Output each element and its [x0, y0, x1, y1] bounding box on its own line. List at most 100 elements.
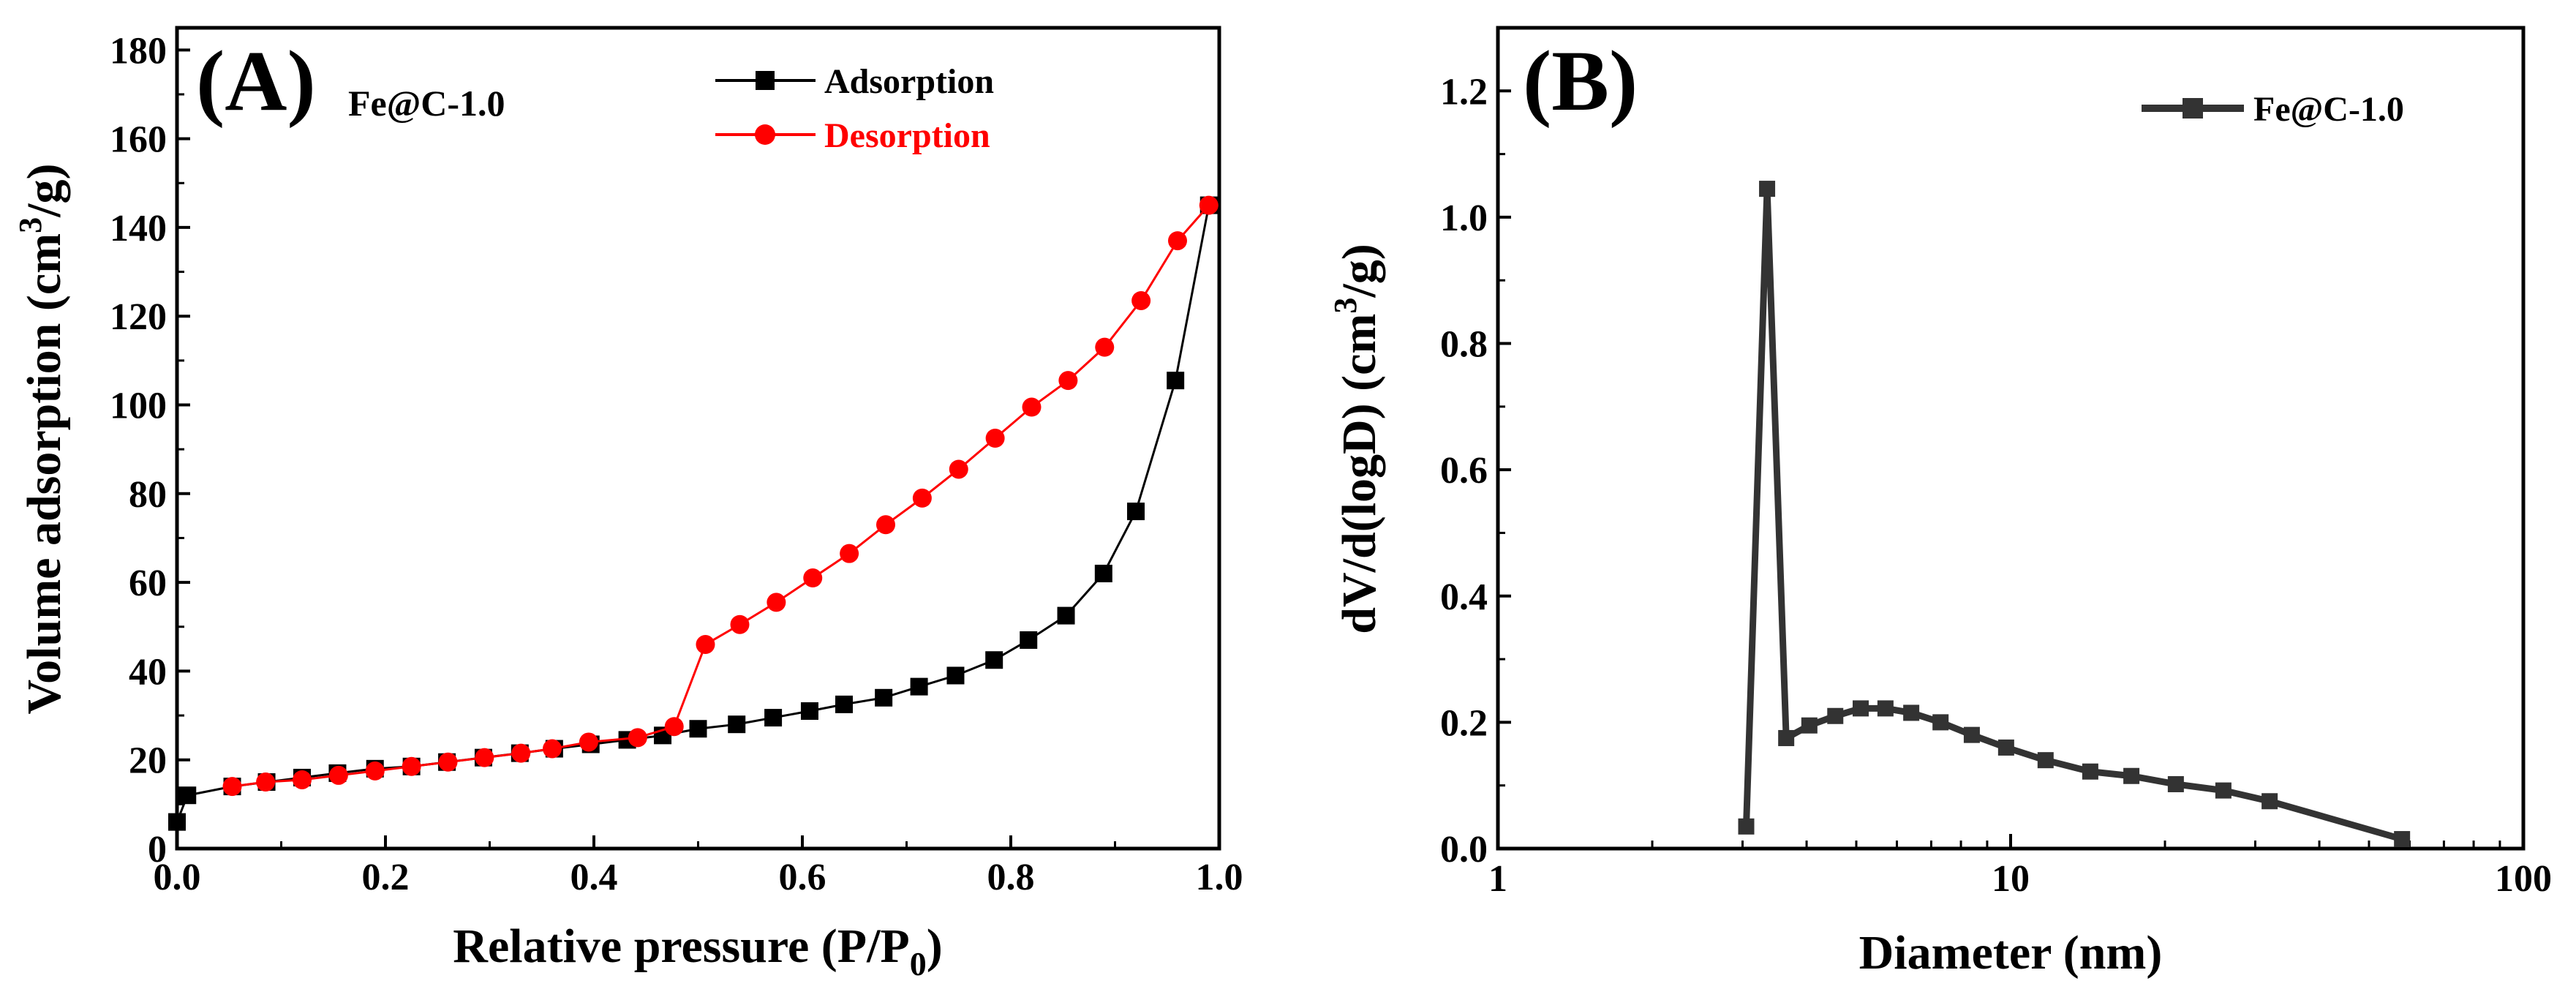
pore-size-point: [1877, 700, 1894, 717]
desorption-point: [365, 761, 385, 781]
pore-size-point: [1801, 717, 1818, 734]
pore-size-line: [1742, 188, 2403, 843]
panel-b-y-tick-label: 0.0: [1440, 829, 1488, 871]
panel-b-x-tick-label: 10: [1992, 858, 2030, 900]
desorption-point: [696, 635, 715, 655]
panel-b-plot-frame: [1496, 26, 2526, 851]
panel-b-x-tick-label: 100: [2495, 858, 2552, 900]
adsorption-point: [728, 715, 746, 734]
panel-a: 0.0 0.2 0.4 0.6 0.8 1.0 0 20 40 60 80 100 120 140 160 1…: [12, 26, 1243, 982]
adsorption-point: [1020, 631, 1038, 649]
panel-a-y-tick-label: 20: [129, 740, 167, 782]
panel-b-legend: Fe@C-1.0: [2142, 90, 2404, 129]
pore-size-point: [2123, 767, 2140, 784]
panel-b-y-tick-label: 1.2: [1440, 71, 1488, 113]
panel-a-y-axis-title: Volume adsorption (cm3/g): [12, 164, 71, 715]
panel-b-ticks: 1 10 100 0.0 0.2 0.4 0.6 0.8 1.0 1.2: [1440, 71, 2552, 900]
adsorption-point: [1167, 372, 1185, 390]
panel-b-y-tick-label: 0.2: [1440, 702, 1488, 744]
desorption-point: [438, 752, 458, 772]
desorption-point: [293, 770, 312, 789]
desorption-point: [511, 743, 531, 763]
pore-size-point: [1778, 729, 1795, 746]
panel-a-ticks: 0.0 0.2 0.4 0.6 0.8 1.0 0 20 40 60 80 100 120 140 160 1…: [110, 30, 1243, 898]
desorption-point: [1168, 231, 1187, 251]
panel-b-y-tick-label: 0.4: [1440, 576, 1488, 618]
pore-size-point: [1853, 700, 1869, 717]
panel-b-y-tick-label: 0.6: [1440, 450, 1488, 492]
legend-fe-c-marker: [2183, 98, 2203, 119]
desorption-point: [579, 732, 598, 752]
legend-fe-c-label: Fe@C-1.0: [2253, 90, 2404, 129]
panel-a-y-tick-label: 140: [110, 208, 167, 249]
panel-a-sample-label: Fe@C-1.0: [348, 83, 505, 124]
adsorption-point: [168, 813, 186, 831]
pore-size-point: [1997, 739, 2014, 756]
panel-a-x-axis-title: Relative pressure (P/P0): [453, 920, 942, 982]
legend-adsorption-label: Adsorption: [824, 62, 994, 101]
desorption-point: [543, 739, 562, 759]
pore-size-point: [2082, 763, 2098, 780]
pore-size-point: [1738, 818, 1755, 835]
desorption-point: [1022, 397, 1042, 417]
legend-adsorption-marker: [756, 71, 775, 90]
adsorption-series: [168, 196, 1218, 831]
panel-b-x-tick-label: 1: [1488, 858, 1507, 900]
panel-a-x-tick-label: 0.4: [570, 857, 618, 898]
panel-a-label: (A): [196, 33, 316, 129]
desorption-point: [949, 459, 968, 479]
pore-size-point: [2215, 782, 2232, 799]
pore-size-point: [2167, 775, 2184, 792]
adsorption-point: [764, 709, 783, 727]
panel-b-label: (B): [1523, 33, 1638, 129]
desorption-point: [1199, 195, 1219, 215]
pore-size-point: [2037, 752, 2054, 769]
panel-a-x-tick-label: 0.6: [779, 857, 826, 898]
pore-size-point: [2261, 793, 2278, 810]
desorption-point: [767, 593, 786, 612]
adsorption-point: [910, 677, 928, 696]
desorption-point: [664, 717, 684, 737]
pore-size-series: [1738, 181, 2411, 848]
panel-a-legend: Adsorption Desorption: [715, 62, 994, 155]
desorption-point: [985, 429, 1005, 448]
desorption-point: [1095, 337, 1115, 357]
panel-a-x-tick-label: 0.0: [154, 857, 201, 898]
panel-a-y-tick-label: 60: [129, 563, 167, 604]
desorption-point: [1058, 371, 1078, 391]
panel-b-y-axis-title: dV/d(logD) (cm3/g): [1327, 244, 1386, 634]
desorption-line: [232, 204, 1210, 788]
adsorption-point: [985, 651, 1003, 669]
panel-a-x-tick-label: 1.0: [1196, 857, 1243, 898]
panel-a-x-tick-label: 0.2: [362, 857, 410, 898]
desorption-point: [730, 614, 750, 634]
desorption-point: [402, 756, 421, 776]
panel-a-y-tick-label: 180: [110, 30, 167, 72]
panel-b-x-axis-title: Diameter (nm): [1859, 926, 2163, 980]
adsorption-point: [946, 666, 965, 685]
panel-a-y-tick-label: 100: [110, 386, 167, 427]
desorption-series: [222, 195, 1219, 797]
pore-size-point: [1903, 704, 1920, 721]
desorption-point: [628, 728, 647, 748]
desorption-point: [1131, 290, 1151, 310]
adsorption-point: [1057, 606, 1075, 625]
adsorption-point: [1127, 503, 1145, 521]
panel-b-y-tick-label: 1.0: [1440, 198, 1488, 239]
panel-a-y-tick-label: 0: [148, 829, 167, 871]
pore-size-point: [1963, 726, 1980, 743]
legend-desorption-marker: [755, 124, 775, 145]
pore-size-point: [1932, 714, 1949, 731]
adsorption-point: [689, 720, 707, 738]
adsorption-point: [835, 695, 853, 713]
adsorption-point: [875, 688, 893, 707]
desorption-point: [328, 765, 348, 785]
panel-a-y-tick-label: 160: [110, 119, 167, 161]
adsorption-point: [800, 702, 818, 720]
desorption-point: [256, 772, 276, 792]
panel-b-y-tick-label: 0.8: [1440, 324, 1488, 366]
panel-a-x-tick-label: 0.8: [987, 857, 1035, 898]
pore-size-point: [1759, 181, 1776, 198]
panel-a-y-tick-label: 40: [129, 651, 167, 693]
